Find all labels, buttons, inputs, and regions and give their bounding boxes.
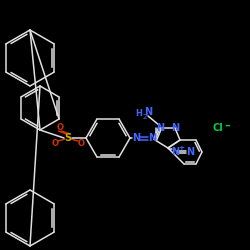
Text: N: N xyxy=(171,123,179,133)
Text: –: – xyxy=(224,121,230,131)
Text: +: + xyxy=(178,145,184,151)
Text: Cl: Cl xyxy=(212,123,224,133)
Text: N: N xyxy=(132,133,140,143)
Text: N: N xyxy=(156,123,164,133)
Text: S: S xyxy=(64,133,71,143)
Text: O: O xyxy=(78,138,84,147)
Text: N: N xyxy=(186,147,194,157)
Text: 2: 2 xyxy=(143,114,148,120)
Text: O: O xyxy=(52,138,59,147)
Text: H: H xyxy=(135,108,142,118)
Text: N: N xyxy=(144,107,152,117)
Text: N: N xyxy=(171,147,179,157)
Text: N: N xyxy=(148,133,156,143)
Text: O: O xyxy=(56,124,64,132)
